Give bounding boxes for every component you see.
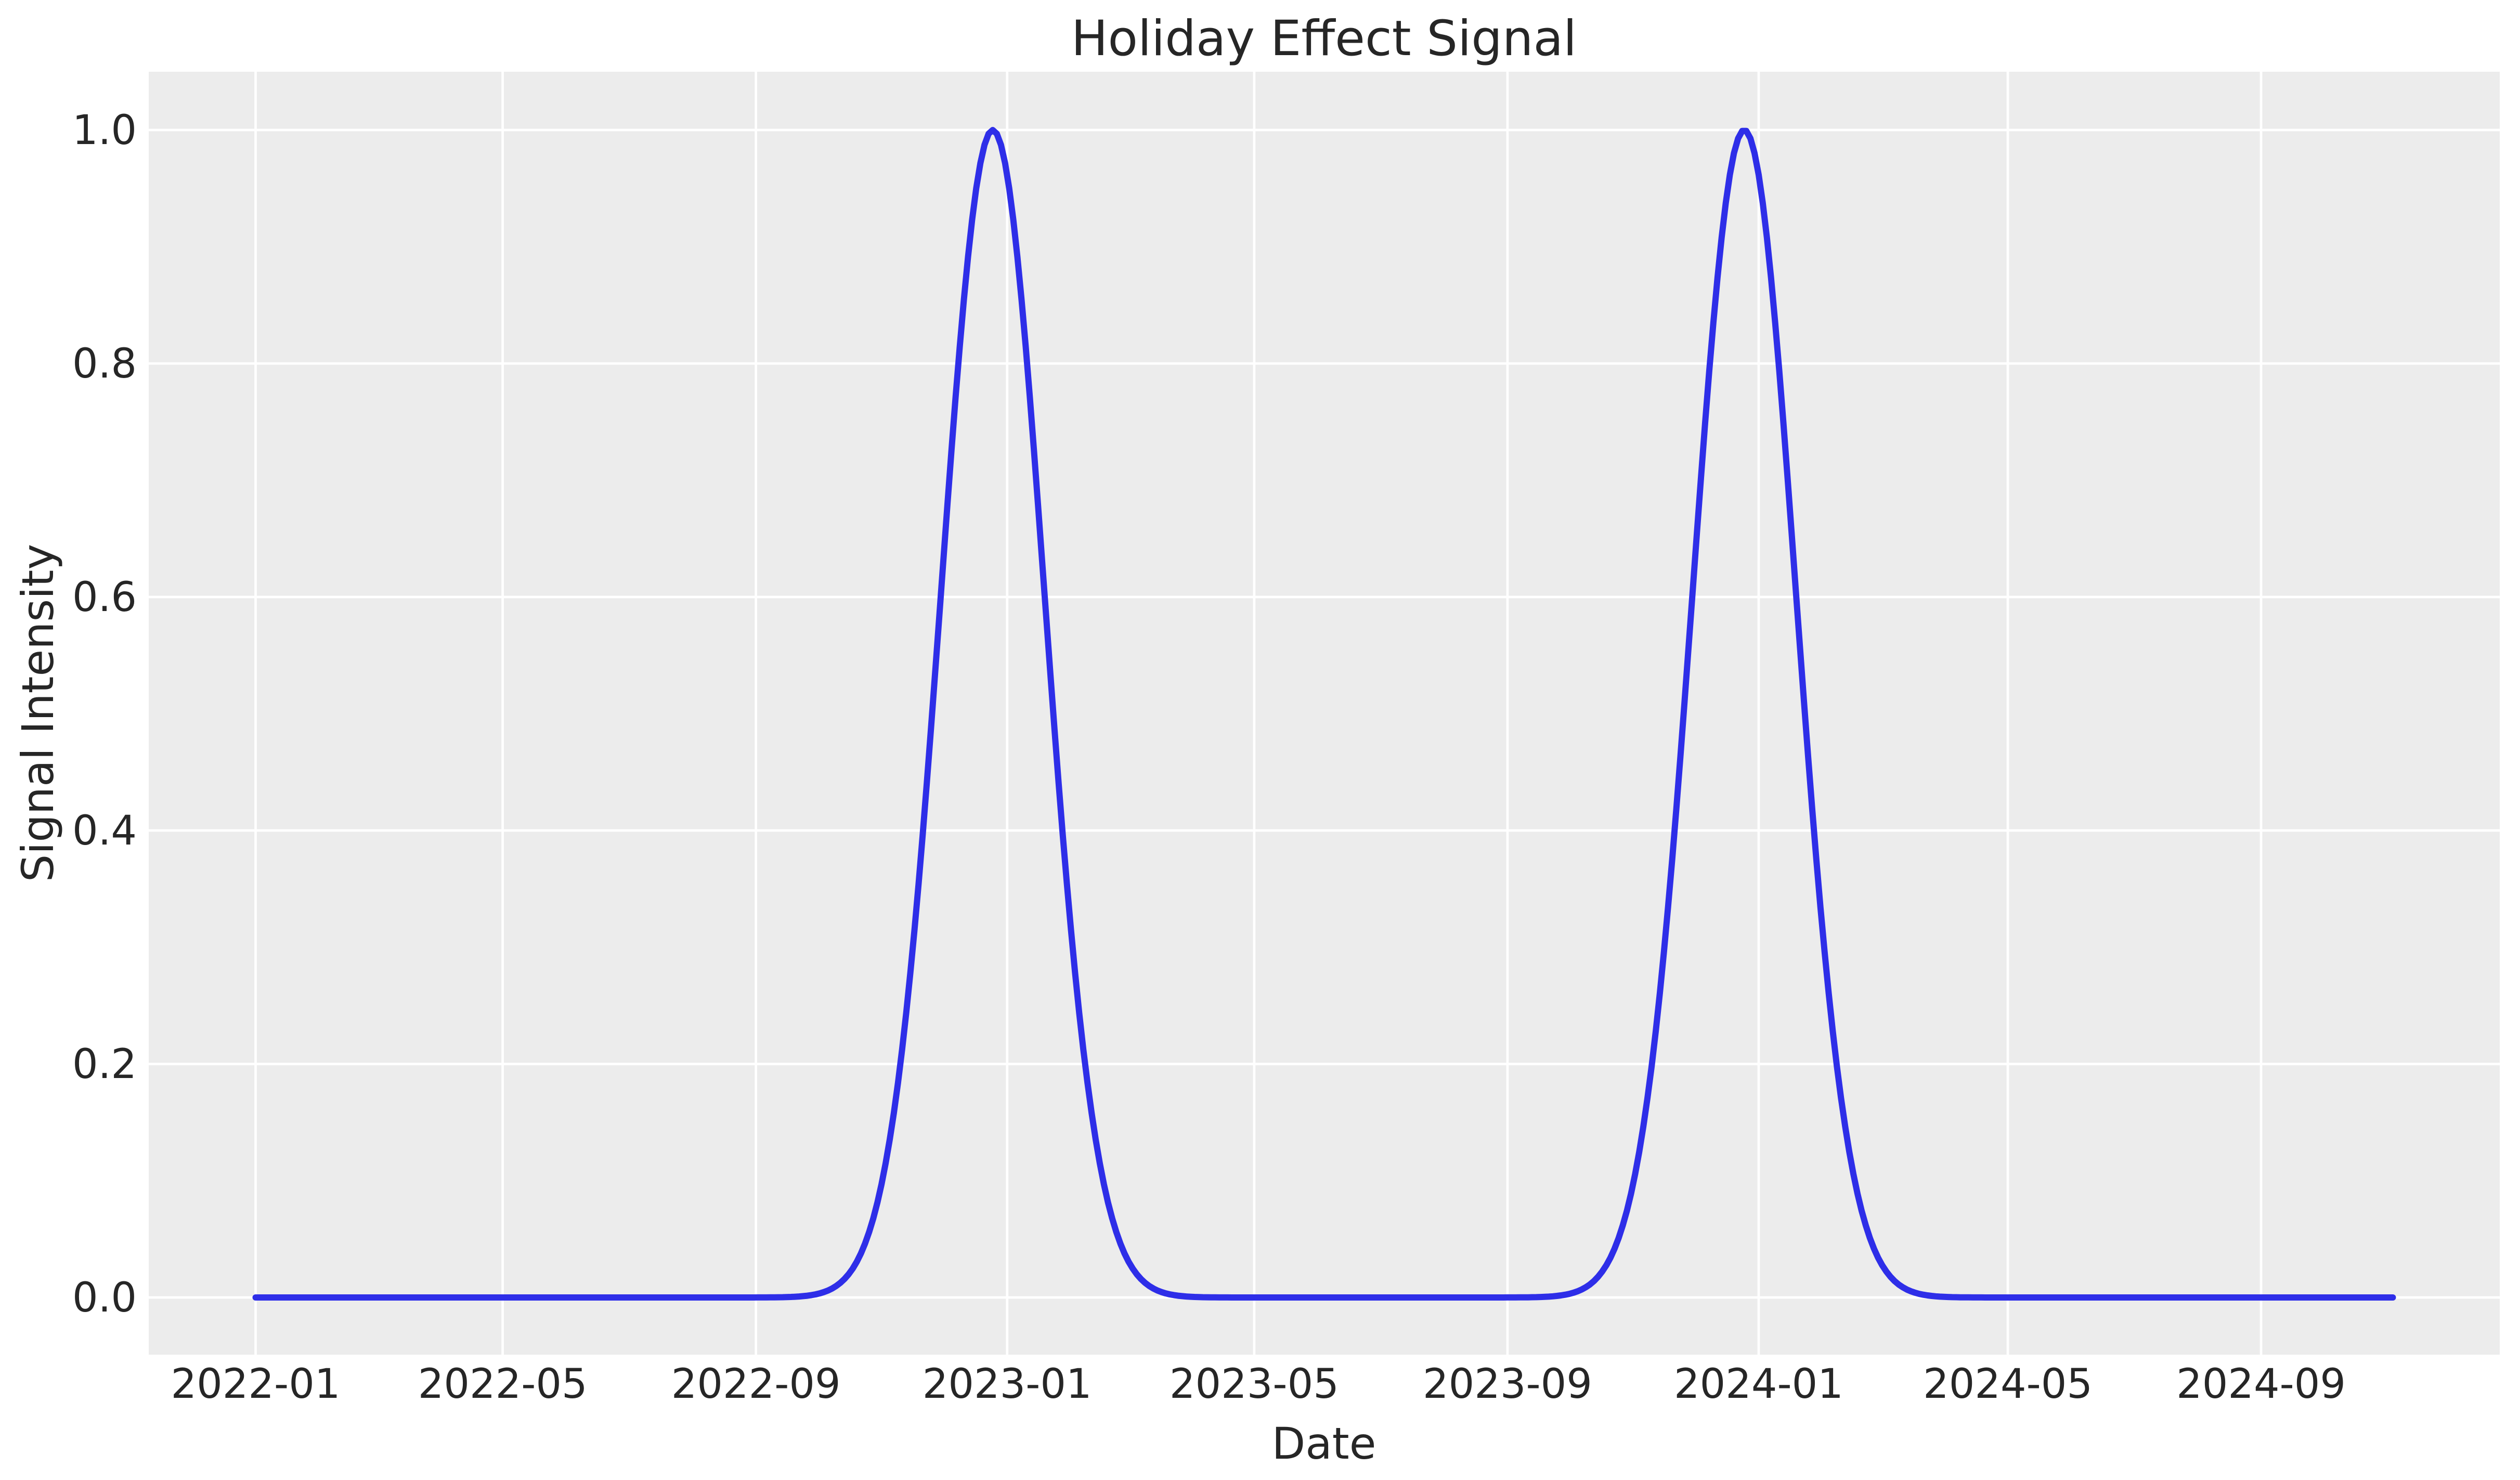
chart-title: Holiday Effect Signal (1071, 10, 1577, 67)
axes-background (149, 72, 2500, 1355)
x-tick-label: 2024-09 (2176, 1361, 2346, 1408)
y-tick-label: 0.2 (72, 1041, 137, 1088)
y-tick-label: 0.4 (72, 808, 137, 854)
x-tick-label: 2022-01 (171, 1361, 341, 1408)
x-tick-label: 2024-01 (1674, 1361, 1843, 1408)
y-tick-labels: 0.0 0.2 0.4 0.6 0.8 1.0 (72, 107, 137, 1321)
signal-line (252, 127, 2396, 1301)
x-tick-labels: 2022-01 2022-05 2022-09 2023-01 2023-05 2023-… (171, 1361, 2346, 1408)
y-tick-label: 1.0 (72, 107, 137, 154)
x-tick-label: 2023-09 (1423, 1361, 1592, 1408)
y-tick-label: 0.8 (72, 341, 137, 387)
x-tick-label: 2024-05 (1923, 1361, 2093, 1408)
y-tick-label: 0.6 (72, 574, 137, 621)
x-tick-label: 2022-09 (671, 1361, 841, 1408)
y-axis-label: Signal Intensity (12, 544, 63, 882)
x-tick-label: 2023-05 (1170, 1361, 1339, 1408)
y-tick-label: 0.0 (72, 1275, 137, 1321)
x-axis-label: Date (1272, 1418, 1376, 1469)
x-tick-label: 2022-05 (418, 1361, 588, 1408)
x-tick-label: 2023-01 (923, 1361, 1092, 1408)
